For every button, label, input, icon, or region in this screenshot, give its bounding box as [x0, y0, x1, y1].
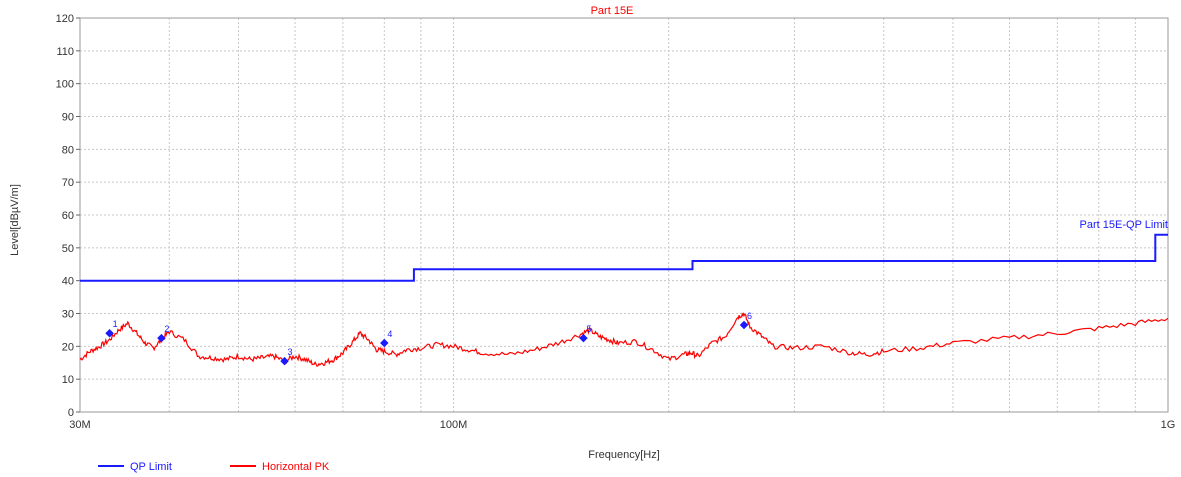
series-line-qp-limit [80, 233, 1168, 282]
marker-label: 4 [387, 329, 392, 339]
y-tick-label: 30 [62, 309, 74, 321]
x-tick-label: 1G [1161, 419, 1176, 431]
marker-point [105, 328, 114, 338]
marker-point [380, 338, 389, 348]
y-tick-label: 80 [62, 144, 74, 156]
series-layer [79, 233, 1169, 368]
marker-point [280, 356, 289, 366]
y-tick-label: 0 [68, 407, 74, 419]
x-axis-ticks: 30M 100M 1G [69, 419, 1175, 431]
x-tick-label: 100M [440, 419, 468, 431]
x-axis-label: Frequency[Hz] [588, 449, 660, 461]
y-tick-label: 20 [62, 341, 74, 353]
y-tick-label: 90 [62, 112, 74, 124]
grid [79, 17, 1169, 413]
marker-point [739, 320, 749, 330]
x-tick-label: 30M [69, 419, 90, 431]
y-tick-label: 70 [62, 177, 74, 189]
marker-label: 3 [288, 347, 293, 357]
legend-label-horizontal-pk: Horizontal PK [262, 461, 330, 473]
marker-point [579, 333, 588, 343]
y-tick-label: 10 [62, 374, 74, 386]
marker-layer: 1 2 3 4 5 6 [105, 311, 752, 366]
y-axis-label: Level[dBµV/m] [9, 184, 21, 256]
marker-label: 6 [747, 311, 752, 321]
y-tick-label: 100 [56, 79, 74, 91]
limit-annotation: Part 15E-QP Limit [1080, 219, 1168, 231]
series-line-horizontal-pk [79, 312, 1169, 368]
y-axis-ticks: 0 10 20 30 40 50 60 70 80 90 100 110 120 [56, 13, 80, 419]
y-tick-label: 40 [62, 276, 74, 288]
chart-title: Part 15E [591, 5, 634, 17]
marker-label: 2 [164, 324, 169, 334]
marker-label: 1 [113, 319, 118, 329]
legend: QP Limit Horizontal PK [98, 461, 330, 473]
marker-label: 5 [586, 324, 591, 334]
y-tick-label: 60 [62, 210, 74, 222]
y-tick-label: 50 [62, 243, 74, 255]
legend-label-qp-limit: QP Limit [130, 461, 172, 473]
y-tick-label: 120 [56, 13, 74, 25]
marker-point [157, 333, 166, 343]
y-tick-label: 110 [56, 46, 74, 58]
